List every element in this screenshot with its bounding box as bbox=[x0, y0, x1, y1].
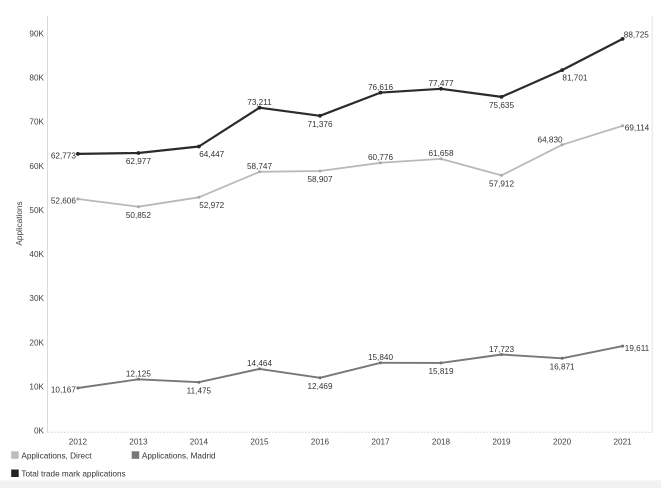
svg-text:11,475: 11,475 bbox=[187, 386, 212, 395]
svg-text:2012: 2012 bbox=[69, 438, 88, 447]
svg-text:73,211: 73,211 bbox=[247, 98, 272, 107]
svg-text:Total trade mark applications: Total trade mark applications bbox=[21, 470, 125, 479]
svg-text:2020: 2020 bbox=[553, 438, 572, 447]
svg-text:62,773: 62,773 bbox=[51, 152, 76, 161]
svg-text:80K: 80K bbox=[29, 74, 44, 83]
svg-text:60,776: 60,776 bbox=[368, 153, 393, 162]
svg-text:30K: 30K bbox=[29, 294, 44, 303]
svg-text:58,747: 58,747 bbox=[247, 162, 272, 171]
svg-text:17,723: 17,723 bbox=[489, 345, 514, 354]
svg-text:2017: 2017 bbox=[371, 438, 390, 447]
svg-text:2018: 2018 bbox=[432, 438, 451, 447]
svg-text:12,125: 12,125 bbox=[126, 370, 151, 379]
svg-text:14,464: 14,464 bbox=[247, 359, 272, 368]
svg-text:50,852: 50,852 bbox=[126, 211, 151, 220]
svg-text:70K: 70K bbox=[29, 118, 44, 127]
svg-text:69,114: 69,114 bbox=[625, 124, 650, 133]
svg-text:10,167: 10,167 bbox=[51, 386, 76, 395]
svg-text:88,725: 88,725 bbox=[624, 30, 649, 39]
svg-text:58,907: 58,907 bbox=[307, 175, 332, 184]
svg-text:64,830: 64,830 bbox=[538, 135, 563, 144]
svg-text:20K: 20K bbox=[29, 338, 44, 347]
svg-text:Applications, Madrid: Applications, Madrid bbox=[142, 451, 216, 460]
svg-text:52,972: 52,972 bbox=[199, 201, 224, 210]
svg-text:50K: 50K bbox=[29, 206, 44, 215]
svg-text:2014: 2014 bbox=[190, 438, 209, 447]
svg-text:90K: 90K bbox=[29, 29, 44, 38]
svg-text:75,635: 75,635 bbox=[489, 101, 514, 110]
svg-text:16,871: 16,871 bbox=[550, 363, 575, 372]
svg-text:2015: 2015 bbox=[250, 438, 269, 447]
svg-text:Applications: Applications bbox=[15, 201, 24, 245]
svg-text:81,701: 81,701 bbox=[562, 74, 587, 83]
svg-text:2013: 2013 bbox=[129, 438, 148, 447]
svg-text:2019: 2019 bbox=[492, 438, 511, 447]
svg-text:2021: 2021 bbox=[613, 438, 632, 447]
svg-text:0K: 0K bbox=[34, 427, 45, 436]
svg-text:12,469: 12,469 bbox=[307, 382, 332, 391]
svg-text:61,658: 61,658 bbox=[428, 149, 453, 158]
svg-text:2016: 2016 bbox=[311, 438, 330, 447]
svg-text:10K: 10K bbox=[29, 383, 44, 392]
svg-text:15,840: 15,840 bbox=[368, 353, 393, 362]
svg-text:52,606: 52,606 bbox=[51, 197, 76, 206]
svg-text:15,819: 15,819 bbox=[428, 367, 453, 376]
svg-text:76,616: 76,616 bbox=[368, 83, 393, 92]
svg-text:Applications, Direct: Applications, Direct bbox=[21, 451, 92, 460]
svg-text:60K: 60K bbox=[29, 162, 44, 171]
svg-text:77,477: 77,477 bbox=[428, 79, 453, 88]
svg-text:62,977: 62,977 bbox=[126, 157, 151, 166]
svg-text:64,447: 64,447 bbox=[199, 150, 224, 159]
svg-text:19,611: 19,611 bbox=[625, 344, 650, 353]
svg-text:71,376: 71,376 bbox=[307, 120, 332, 129]
svg-text:57,912: 57,912 bbox=[489, 180, 514, 189]
svg-text:40K: 40K bbox=[29, 250, 44, 259]
